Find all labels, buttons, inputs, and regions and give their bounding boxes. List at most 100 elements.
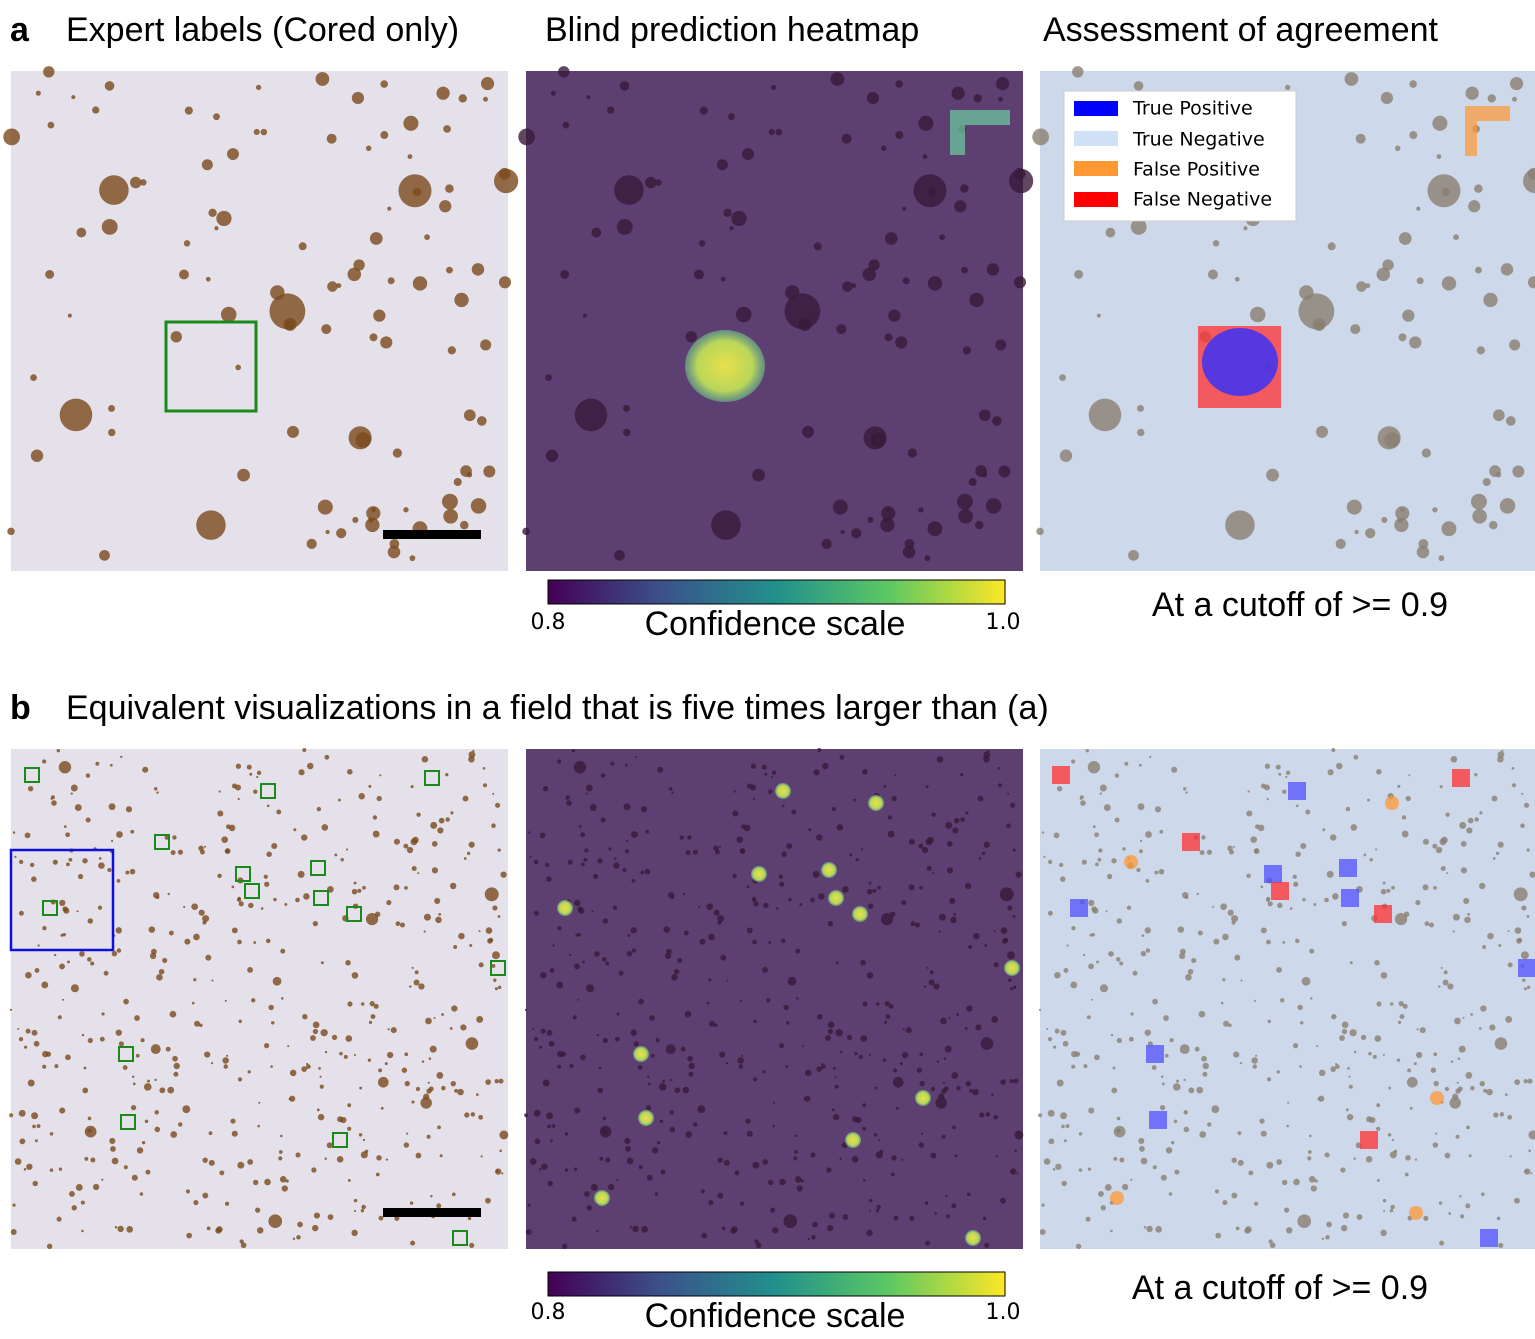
plaque bbox=[1266, 797, 1269, 801]
plaque bbox=[910, 921, 916, 927]
plaque bbox=[164, 835, 170, 840]
plaque bbox=[23, 1168, 27, 1171]
plaque bbox=[484, 887, 499, 902]
plaque bbox=[1002, 938, 1008, 944]
plaque bbox=[1380, 972, 1388, 979]
plaque bbox=[1012, 848, 1016, 852]
plaque bbox=[902, 277, 910, 285]
plaque bbox=[852, 798, 856, 802]
plaque bbox=[56, 748, 61, 753]
plaque bbox=[1438, 1201, 1443, 1205]
micrograph bbox=[526, 71, 1023, 571]
plaque bbox=[460, 520, 469, 530]
plaque bbox=[542, 1079, 550, 1087]
plaque bbox=[885, 1014, 891, 1020]
plaque bbox=[297, 870, 305, 878]
plaque bbox=[236, 897, 242, 902]
plaque bbox=[478, 1114, 484, 1120]
plaque bbox=[1523, 987, 1527, 991]
plaque bbox=[663, 926, 671, 933]
plaque bbox=[968, 478, 977, 487]
plaque bbox=[830, 72, 845, 86]
plaque bbox=[289, 1069, 297, 1077]
plaque bbox=[393, 838, 400, 845]
plaque bbox=[210, 1061, 214, 1065]
plaque bbox=[193, 978, 197, 982]
plaque bbox=[216, 1226, 223, 1233]
plaque bbox=[1058, 862, 1064, 868]
plaque bbox=[271, 842, 278, 850]
plaque bbox=[411, 966, 414, 969]
plaque bbox=[1459, 821, 1467, 829]
plaque bbox=[997, 766, 1001, 770]
plaque bbox=[770, 1207, 776, 1213]
plaque bbox=[1326, 870, 1334, 878]
plaque bbox=[1222, 1199, 1228, 1206]
plaque bbox=[753, 1019, 757, 1024]
plaque bbox=[36, 1124, 41, 1128]
plaque bbox=[431, 841, 438, 847]
plaque bbox=[573, 761, 587, 774]
plaque bbox=[437, 827, 444, 834]
plaque bbox=[598, 1066, 602, 1070]
plaque bbox=[752, 1077, 758, 1082]
plaque bbox=[1339, 1035, 1345, 1041]
plaque bbox=[931, 812, 936, 817]
plaque bbox=[942, 1081, 945, 1084]
plaque bbox=[709, 1020, 716, 1027]
plaque bbox=[134, 1015, 140, 1021]
plaque bbox=[708, 1199, 714, 1206]
plaque bbox=[1260, 885, 1264, 889]
plaque bbox=[1139, 849, 1143, 854]
plaque bbox=[59, 899, 66, 907]
plaque bbox=[183, 240, 191, 247]
plaque bbox=[1212, 240, 1220, 247]
plaque bbox=[360, 1002, 365, 1006]
plaque bbox=[1416, 1028, 1419, 1031]
plaque bbox=[493, 978, 497, 982]
plaque bbox=[1382, 1053, 1385, 1056]
plaque bbox=[149, 952, 157, 960]
plaque bbox=[98, 862, 105, 869]
plaque bbox=[542, 785, 549, 792]
plaque bbox=[284, 903, 288, 906]
plaque bbox=[1009, 987, 1013, 991]
plaque bbox=[111, 950, 118, 957]
plaque bbox=[866, 1229, 873, 1237]
plaque bbox=[1085, 1216, 1091, 1222]
plaque bbox=[926, 865, 932, 872]
plaque bbox=[1240, 979, 1243, 982]
plaque bbox=[289, 1095, 296, 1102]
plaque bbox=[495, 802, 501, 808]
plaque bbox=[1496, 1216, 1501, 1221]
plaque bbox=[247, 1159, 254, 1165]
plaque bbox=[954, 1154, 958, 1158]
plaque bbox=[1507, 962, 1513, 968]
plaque bbox=[873, 1133, 878, 1137]
plaque bbox=[1457, 1057, 1461, 1060]
plaque bbox=[390, 1027, 397, 1034]
plaque bbox=[445, 817, 450, 822]
plaque bbox=[660, 1169, 666, 1175]
plaque bbox=[761, 764, 767, 770]
plaque bbox=[436, 86, 450, 100]
plaque bbox=[1486, 1088, 1493, 1096]
plaque bbox=[596, 1229, 599, 1233]
plaque bbox=[37, 944, 40, 947]
plaque bbox=[683, 930, 689, 936]
plaque bbox=[546, 1029, 553, 1036]
agreement-box bbox=[1341, 889, 1359, 907]
plaque bbox=[30, 374, 37, 381]
plaque bbox=[1316, 425, 1329, 438]
plaque bbox=[1403, 911, 1410, 917]
plaque bbox=[1492, 857, 1496, 860]
plaque bbox=[1092, 907, 1099, 914]
panel-title: Expert labels (Cored only) bbox=[66, 11, 459, 49]
label-box bbox=[310, 860, 326, 876]
plaque bbox=[693, 269, 704, 280]
plaque bbox=[779, 881, 785, 887]
plaque bbox=[150, 1044, 161, 1055]
plaque bbox=[1061, 1124, 1065, 1129]
plaque bbox=[1316, 1045, 1319, 1048]
plaque bbox=[425, 1017, 432, 1025]
